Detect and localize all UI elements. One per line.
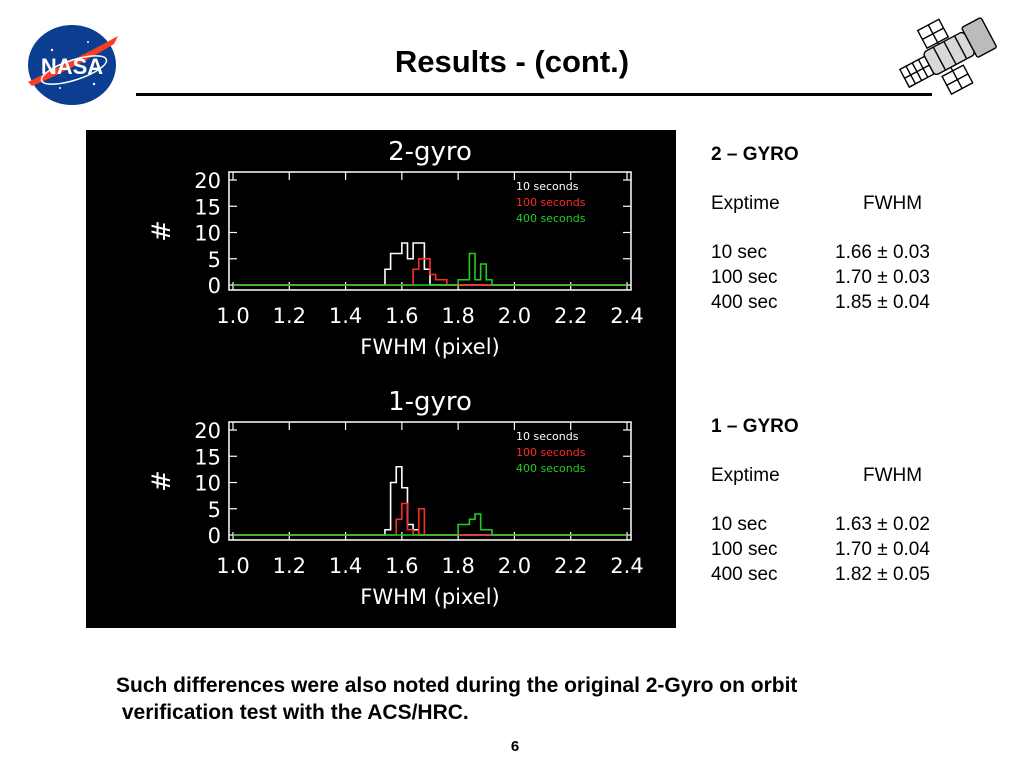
x-tick-label: 2.0 [498, 554, 531, 578]
x-tick-label: 2.2 [554, 554, 587, 578]
col-fwhm-header: FWHM [863, 465, 923, 486]
legend-entry: 10 seconds [516, 180, 579, 193]
y-tick-label: 5 [208, 248, 221, 272]
legend-entry: 10 seconds [516, 430, 579, 443]
fwhm-value: 1.66 ± 0.03 [835, 242, 930, 263]
x-tick-label: 2.4 [610, 304, 643, 328]
caption-line-2: verification test with the ACS/HRC. [116, 701, 469, 724]
y-tick-label: 20 [194, 169, 221, 193]
x-axis-label: FWHM (pixel) [360, 335, 500, 359]
stats-row: 100 sec 1.70 ± 0.03 [711, 265, 930, 290]
x-tick-label: 1.4 [329, 554, 362, 578]
exptime-value: 100 sec [711, 267, 778, 288]
x-tick-label: 2.2 [554, 304, 587, 328]
stats-row: 100 sec 1.70 ± 0.04 [711, 537, 930, 562]
title-divider [136, 93, 932, 96]
series-2-histogram [233, 502, 627, 536]
nasa-logo-text: NASA [41, 54, 103, 79]
exptime-value: 10 sec [711, 242, 767, 263]
stats-1gyro: 1 – GYRO Exptime FWHM 10 sec 1.63 ± 0.02… [711, 414, 930, 587]
stats-row: 400 sec 1.82 ± 0.05 [711, 562, 930, 587]
y-axis-label: # [147, 470, 177, 492]
legend-entry: 100 seconds [516, 196, 586, 209]
x-tick-label: 1.6 [385, 554, 418, 578]
stats-heading: 1 – GYRO [711, 416, 799, 437]
x-tick-label: 2.0 [498, 304, 531, 328]
col-fwhm-header: FWHM [863, 193, 923, 214]
x-tick-label: 1.6 [385, 304, 418, 328]
y-tick-label: 15 [194, 445, 221, 469]
fwhm-value: 1.70 ± 0.04 [835, 539, 930, 560]
chart-panel: 2-gyro 0 5 10 15 20 1.0 1.2 1.4 1.6 1.8 2.0 2.2 2.4 FW… [86, 130, 676, 628]
x-tick-label: 1.8 [441, 304, 474, 328]
chart-title: 2-gyro [388, 137, 472, 167]
series-3-histogram [233, 513, 627, 536]
fwhm-value: 1.82 ± 0.05 [835, 564, 930, 585]
x-tick-label: 2.4 [610, 554, 643, 578]
stats-2gyro: 2 – GYRO Exptime FWHM 10 sec 1.66 ± 0.03… [711, 142, 930, 315]
page-number: 6 [510, 738, 520, 755]
exptime-value: 400 sec [711, 564, 778, 585]
x-tick-label: 1.8 [441, 554, 474, 578]
y-tick-label: 10 [194, 472, 221, 496]
fwhm-value: 1.63 ± 0.02 [835, 514, 930, 535]
series-1-histogram [233, 465, 627, 536]
exptime-value: 10 sec [711, 514, 767, 535]
x-tick-label: 1.4 [329, 304, 362, 328]
y-tick-label: 0 [208, 274, 221, 298]
series-3-histogram [233, 252, 627, 286]
exptime-value: 100 sec [711, 539, 778, 560]
x-tick-label: 1.2 [273, 554, 306, 578]
x-tick-label: 1.2 [273, 304, 306, 328]
plot-frame [228, 421, 632, 541]
exptime-value: 400 sec [711, 292, 778, 313]
x-tick-label: 1.0 [216, 554, 249, 578]
y-tick-label: 15 [194, 195, 221, 219]
legend-entry: 400 seconds [516, 212, 586, 225]
nasa-logo: NASA [28, 25, 118, 105]
stats-heading: 2 – GYRO [711, 144, 799, 165]
y-tick-label: 5 [208, 498, 221, 522]
stats-row: 10 sec 1.66 ± 0.03 [711, 240, 930, 265]
slide-caption: Such differences were also noted during … [116, 672, 976, 726]
legend-entry: 100 seconds [516, 446, 586, 459]
y-tick-label: 20 [194, 419, 221, 443]
caption-line-1: Such differences were also noted during … [116, 674, 798, 697]
fwhm-value: 1.70 ± 0.03 [835, 267, 930, 288]
y-tick-label: 10 [194, 222, 221, 246]
stats-row: 400 sec 1.85 ± 0.04 [711, 290, 930, 315]
x-tick-label: 1.0 [216, 304, 249, 328]
y-tick-label: 0 [208, 524, 221, 548]
plot-frame [228, 171, 632, 291]
col-exptime-header: Exptime [711, 193, 780, 214]
y-axis-label: # [147, 220, 177, 242]
chart-title: 1-gyro [388, 387, 472, 417]
slide-title: Results - (cont.) [394, 44, 630, 79]
stats-row: 10 sec 1.63 ± 0.02 [711, 512, 930, 537]
fwhm-value: 1.85 ± 0.04 [835, 292, 930, 313]
hubble-telescope-icon [898, 17, 997, 96]
legend-entry: 400 seconds [516, 462, 586, 475]
x-axis-label: FWHM (pixel) [360, 585, 500, 609]
col-exptime-header: Exptime [711, 465, 780, 486]
